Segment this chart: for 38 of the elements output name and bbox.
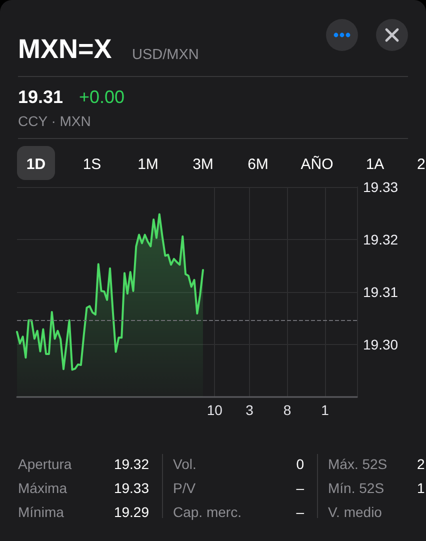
text: 1 [417, 480, 425, 496]
x-tick-label: 3 [246, 402, 254, 418]
text: 19.29 [114, 504, 149, 520]
text: 19.33 [114, 480, 149, 496]
text: 19.32 [114, 456, 149, 472]
y-tick-label: 19.30 [363, 336, 398, 352]
text: AÑO [300, 156, 334, 173]
text: – [296, 480, 304, 496]
text: 2 [417, 156, 426, 173]
text: – [296, 504, 304, 520]
text: 1S [82, 156, 102, 173]
text: Vol. [173, 456, 196, 472]
chart-subtitle: USD/MXN [132, 47, 199, 63]
text: Mínima [18, 504, 64, 520]
text: 1A [366, 156, 384, 173]
text: +0.00 [79, 87, 125, 107]
x-tick-label: 1 [321, 402, 330, 418]
chart-title: MXN=X [18, 34, 112, 64]
text: V. medio [328, 504, 382, 520]
x-tick-label: 10 [206, 402, 223, 418]
text: 2 [417, 456, 425, 472]
text: 0 [296, 456, 304, 472]
y-tick-label: 19.31 [363, 284, 398, 300]
text: CCY · MXN [18, 113, 91, 129]
text: 19.31 [18, 87, 64, 107]
text: Apertura [18, 456, 72, 472]
y-tick-label: 19.32 [363, 232, 398, 248]
text: 1M [138, 156, 158, 173]
y-tick-label: 19.33 [363, 179, 398, 195]
text: 1D [26, 156, 46, 173]
x-tick-label: 8 [283, 402, 292, 418]
text: P/V [173, 480, 196, 496]
text: Mín. 52S [328, 480, 384, 496]
text: Máx. 52S [328, 456, 388, 472]
text: Máxima [18, 480, 68, 496]
text: Cap. merc. [173, 504, 242, 520]
text: 3M [192, 156, 214, 173]
text: 6M [248, 156, 268, 173]
